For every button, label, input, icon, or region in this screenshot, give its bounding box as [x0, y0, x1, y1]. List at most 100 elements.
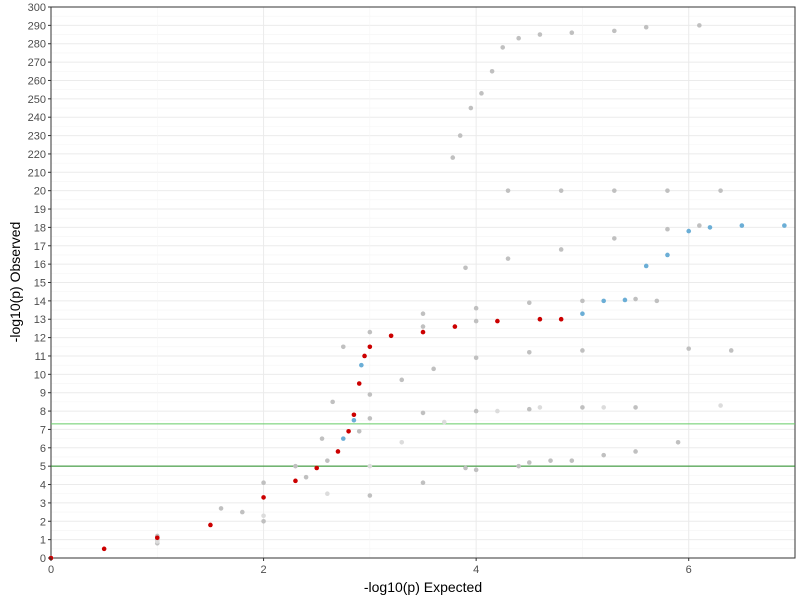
data-point — [450, 155, 456, 160]
y-tick-label: 0 — [40, 553, 46, 565]
data-point — [580, 405, 585, 410]
data-point — [548, 458, 553, 463]
threshold-lines — [51, 423, 795, 467]
data-point — [537, 405, 543, 410]
data-point — [240, 509, 245, 515]
y-tick-label: 210 — [28, 167, 46, 179]
y-tick-label: 16 — [34, 259, 46, 271]
data-point — [399, 377, 405, 383]
data-point — [537, 32, 543, 37]
data-point — [340, 344, 346, 350]
data-point — [101, 546, 107, 552]
data-point — [340, 436, 346, 441]
data-point — [367, 416, 373, 421]
data-point — [314, 465, 320, 471]
y-tick-label: 15 — [34, 278, 46, 290]
data-point — [580, 298, 585, 304]
data-point — [457, 133, 463, 138]
data-point — [526, 406, 532, 412]
data-point — [335, 449, 341, 454]
y-tick-labels: 0123456789101112131415161718192021022023… — [28, 2, 51, 565]
y-tick-label: 14 — [34, 296, 46, 308]
data-point — [218, 506, 224, 511]
data-point — [367, 463, 373, 469]
data-point — [359, 362, 364, 368]
data-point — [261, 480, 266, 485]
data-point — [782, 223, 787, 228]
data-point — [654, 298, 660, 304]
y-tick-label: 280 — [28, 39, 46, 51]
data-point — [495, 408, 500, 414]
data-point — [665, 226, 670, 232]
gridlines — [50, 6, 796, 559]
y-tick-label: 240 — [28, 112, 46, 124]
data-point — [468, 105, 474, 111]
data-point — [473, 305, 479, 311]
data-point — [154, 539, 160, 544]
y-tick-label: 6 — [40, 443, 46, 455]
data-point — [633, 405, 638, 410]
data-point — [452, 324, 458, 329]
data-point — [601, 452, 606, 458]
y-tick-label: 230 — [28, 131, 46, 143]
data-point — [718, 188, 723, 193]
y-tick-label: 270 — [28, 57, 46, 69]
x-tick-label: 4 — [473, 564, 479, 576]
data-point — [325, 491, 330, 497]
data-point — [643, 24, 649, 30]
y-tick-label: 18 — [34, 222, 46, 234]
y-tick-label: 13 — [34, 314, 46, 326]
data-point — [558, 247, 564, 252]
data-point — [420, 480, 426, 485]
data-point — [463, 265, 468, 271]
data-point — [473, 318, 479, 324]
data-point — [261, 518, 266, 524]
y-tick-label: 8 — [40, 406, 46, 418]
y-tick-label: 260 — [28, 75, 46, 87]
data-point — [633, 449, 638, 454]
data-point — [569, 458, 575, 463]
data-point — [420, 324, 426, 329]
x-tick-labels: 0 2 4 6 — [48, 558, 692, 576]
y-tick-label: 10 — [34, 369, 46, 381]
data-point — [356, 381, 362, 386]
y-tick-label: 250 — [28, 94, 46, 106]
data-point — [367, 344, 373, 350]
x-axis-title: -log10(p) Expected — [364, 579, 482, 595]
data-point — [697, 23, 702, 28]
data-point — [675, 439, 681, 445]
data-point — [431, 366, 436, 372]
data-point — [526, 460, 532, 465]
y-tick-label: 290 — [28, 20, 46, 32]
data-point — [622, 297, 628, 303]
y-tick-label: 300 — [28, 2, 46, 14]
data-point — [208, 522, 213, 528]
y-tick-label: 17 — [34, 241, 46, 253]
data-point — [516, 35, 521, 41]
x-tick-label: 6 — [686, 564, 692, 576]
data-point — [686, 346, 692, 351]
y-tick-label: 7 — [40, 424, 46, 436]
data-point — [665, 188, 670, 193]
data-point — [526, 300, 532, 306]
x-tick-label: 0 — [48, 564, 54, 576]
data-point — [739, 223, 745, 228]
data-point — [612, 236, 617, 241]
y-tick-label: 5 — [40, 461, 46, 473]
data-point — [293, 463, 298, 469]
data-point — [500, 45, 506, 50]
data-point — [728, 348, 734, 353]
y-tick-label: 11 — [35, 351, 46, 363]
data-points — [48, 23, 787, 561]
data-point — [362, 353, 367, 359]
data-point — [479, 91, 484, 96]
data-point — [420, 329, 426, 335]
y-tick-label: 4 — [40, 480, 46, 492]
data-point — [303, 474, 309, 480]
y-tick-label: 3 — [40, 498, 46, 510]
data-point — [633, 296, 638, 302]
data-point — [537, 316, 543, 322]
data-point — [261, 495, 266, 500]
data-point — [516, 463, 521, 469]
y-tick-label: 19 — [34, 204, 46, 216]
